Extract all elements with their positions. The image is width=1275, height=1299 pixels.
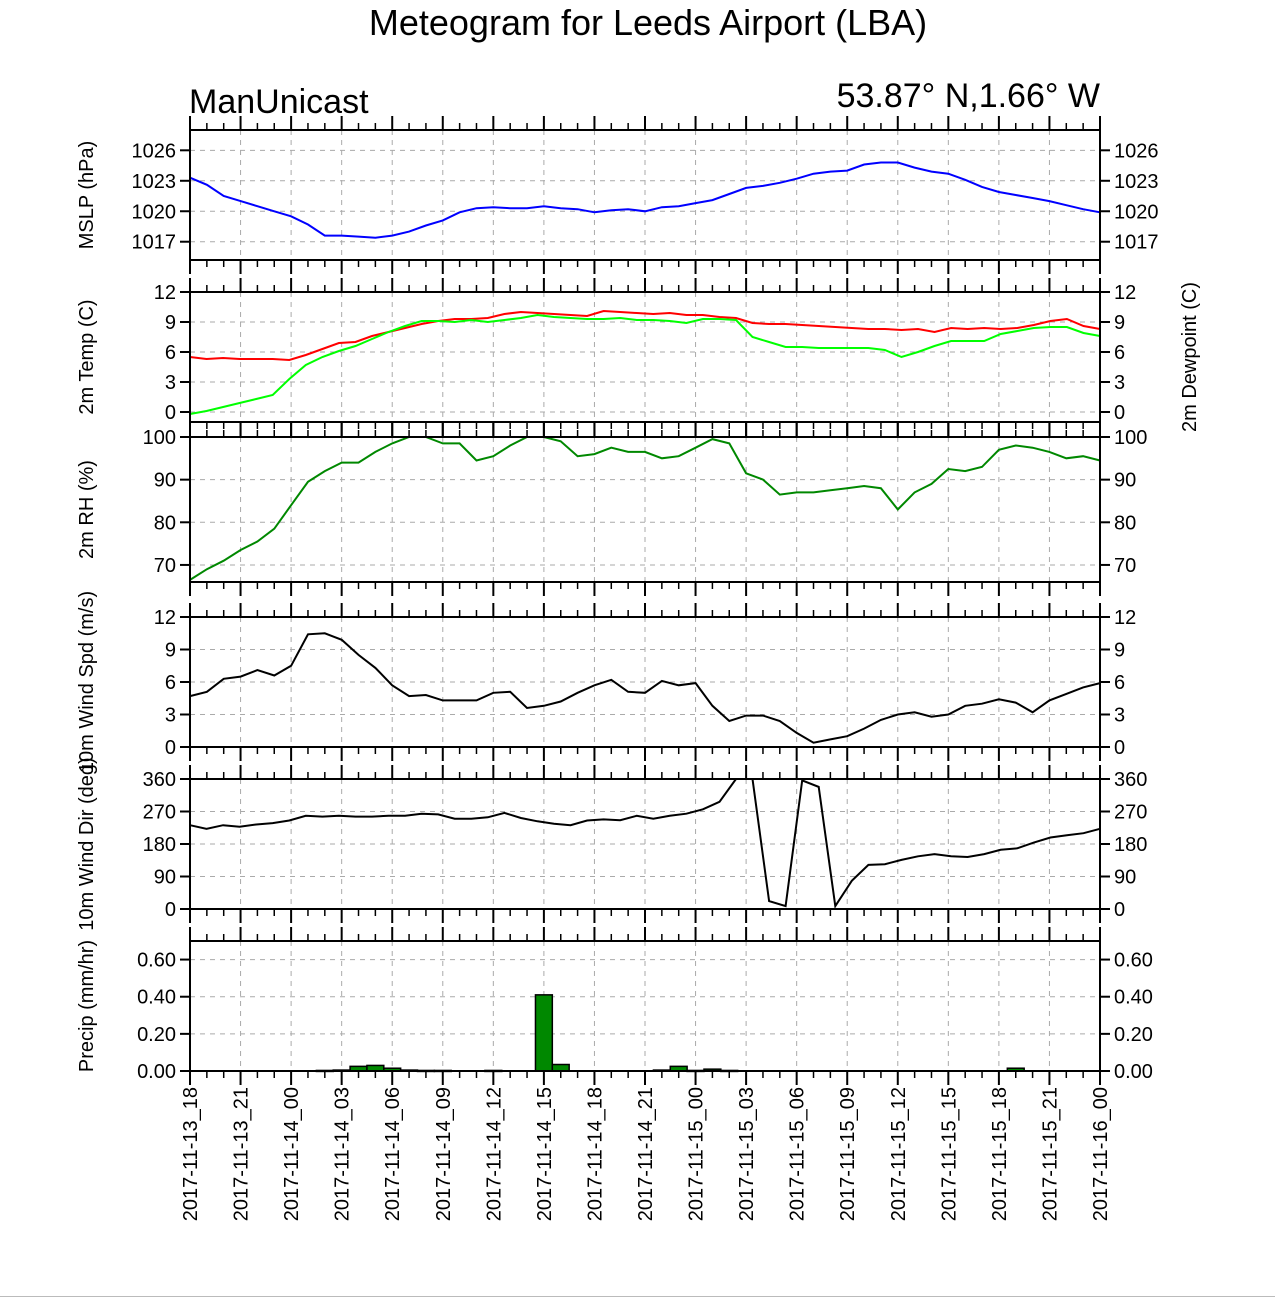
x-tick-label: 2017-11-14_12 xyxy=(483,1087,505,1221)
y-tick-label: 80 xyxy=(154,512,176,534)
y-tick-label: 0 xyxy=(165,899,176,921)
x-tick-label: 2017-11-16_00 xyxy=(1090,1087,1112,1221)
y-tick-label: 0 xyxy=(1114,737,1125,759)
y-tick-label: 270 xyxy=(143,802,176,824)
y-tick-label: 70 xyxy=(154,555,176,577)
x-tick-label: 2017-11-15_15 xyxy=(938,1087,960,1221)
y-tick-label: 0 xyxy=(165,402,176,424)
panel-1: 1017 1017 1020 1020 1023 1023 1026 1026 MSLP (hP… xyxy=(76,116,1159,274)
bottom-divider xyxy=(0,1296,1275,1297)
x-tick-label: 2017-11-14_03 xyxy=(332,1087,354,1221)
y-tick-label: 12 xyxy=(1114,282,1136,304)
x-tick-label: 2017-11-15_18 xyxy=(989,1087,1011,1221)
y-axis-label-right: 2m Dewpoint (C) xyxy=(1179,282,1201,432)
y-tick-label: 0.00 xyxy=(1114,1061,1153,1083)
y-tick-label: 1026 xyxy=(1114,140,1159,162)
panel-4: 0 0 3 3 6 6 9 9 12 12 10m Wind Spd (m/s) xyxy=(76,591,1136,773)
y-tick-label: 0.20 xyxy=(137,1024,176,1046)
series-line-2 xyxy=(189,313,1101,415)
series-line-1 xyxy=(189,632,1101,744)
y-tick-label: 270 xyxy=(1114,802,1147,824)
x-tick-label: 2017-11-13_18 xyxy=(180,1087,202,1221)
x-tick-label: 2017-11-15_06 xyxy=(787,1087,809,1221)
y-axis-label: Precip (mm/hr) xyxy=(76,940,98,1072)
y-axis-label: 2m RH (%) xyxy=(76,460,98,559)
x-tick-label: 2017-11-14_00 xyxy=(281,1087,303,1221)
y-tick-label: 0.20 xyxy=(1114,1024,1153,1046)
x-tick-label: 2017-11-14_15 xyxy=(534,1087,556,1221)
panel-3: 70 70 80 80 90 90 100 100 2m RH (%) xyxy=(76,423,1147,596)
y-tick-label: 180 xyxy=(1114,834,1147,856)
panel-2: 0 0 3 3 6 6 9 9 12 12 2m Temp (C) 2m Dewpoint (C) xyxy=(76,278,1201,436)
y-tick-label: 90 xyxy=(1114,867,1136,889)
y-axis-label: 10m Wind Dir (deg) xyxy=(76,757,98,930)
panel-6: 0.00 0.00 0.20 0.20 0.40 0.40 0.60 0.60 Precip (… xyxy=(76,927,1153,1085)
y-tick-label: 0 xyxy=(1114,402,1125,424)
x-tick-label: 2017-11-15_09 xyxy=(837,1087,859,1221)
x-tick-label: 2017-11-13_21 xyxy=(231,1087,253,1221)
y-tick-label: 9 xyxy=(1114,312,1125,334)
y-tick-label: 1020 xyxy=(1114,201,1159,223)
y-tick-label: 0.60 xyxy=(137,950,176,972)
y-tick-label: 1017 xyxy=(132,232,177,254)
y-tick-label: 9 xyxy=(165,640,176,662)
y-tick-label: 9 xyxy=(1114,640,1125,662)
y-tick-label: 90 xyxy=(1114,470,1136,492)
x-tick-label: 2017-11-14_06 xyxy=(382,1087,404,1221)
x-tick-label: 2017-11-14_18 xyxy=(584,1087,606,1221)
y-tick-label: 90 xyxy=(154,470,176,492)
y-tick-label: 6 xyxy=(165,342,176,364)
y-tick-label: 6 xyxy=(165,672,176,694)
y-tick-label: 12 xyxy=(154,282,176,304)
x-tick-label: 2017-11-15_21 xyxy=(1039,1087,1061,1221)
y-tick-label: 0 xyxy=(165,737,176,759)
x-tick-label: 2017-11-14_09 xyxy=(433,1087,455,1221)
series-line-1 xyxy=(189,161,1101,239)
y-tick-label: 100 xyxy=(143,427,176,449)
left-subtitle: ManUnicast xyxy=(189,83,369,121)
y-tick-label: 180 xyxy=(143,834,176,856)
series-line-1 xyxy=(189,436,1101,581)
y-tick-label: 12 xyxy=(154,607,176,629)
y-tick-label: 0.40 xyxy=(1114,987,1153,1009)
y-tick-label: 3 xyxy=(1114,705,1125,727)
y-tick-label: 0 xyxy=(1114,899,1125,921)
y-tick-label: 1017 xyxy=(1114,232,1159,254)
x-tick-label: 2017-11-15_03 xyxy=(736,1087,758,1221)
panel-5: 0 0 90 90 180 180 270 270 360 360 10m Wind Dir (de… xyxy=(76,757,1147,930)
x-tick-label: 2017-11-15_00 xyxy=(686,1087,708,1221)
y-tick-label: 360 xyxy=(1114,769,1147,791)
y-tick-label: 0.40 xyxy=(137,987,176,1009)
right-subtitle: 53.87° N,1.66° W xyxy=(837,77,1100,115)
y-tick-label: 1026 xyxy=(132,140,177,162)
y-tick-label: 100 xyxy=(1114,427,1147,449)
y-axis-label: 10m Wind Spd (m/s) xyxy=(76,591,98,773)
series-line-1 xyxy=(189,778,1101,909)
y-tick-label: 1023 xyxy=(1114,171,1159,193)
y-tick-label: 6 xyxy=(1114,342,1125,364)
y-tick-label: 0.00 xyxy=(137,1061,176,1083)
y-tick-label: 1023 xyxy=(132,171,177,193)
y-tick-label: 90 xyxy=(154,867,176,889)
y-tick-label: 3 xyxy=(165,705,176,727)
y-tick-label: 3 xyxy=(1114,372,1125,394)
y-tick-label: 6 xyxy=(1114,672,1125,694)
y-axis-label: 2m Temp (C) xyxy=(76,299,98,414)
y-tick-label: 70 xyxy=(1114,555,1136,577)
y-tick-label: 1020 xyxy=(132,201,177,223)
chart-title: Meteogram for Leeds Airport (LBA) xyxy=(369,2,927,43)
y-tick-label: 12 xyxy=(1114,607,1136,629)
y-tick-label: 3 xyxy=(165,372,176,394)
y-tick-label: 9 xyxy=(165,312,176,334)
series-line-1 xyxy=(189,309,1101,362)
x-tick-label: 2017-11-14_21 xyxy=(635,1087,657,1221)
x-tick-label: 2017-11-15_12 xyxy=(888,1087,910,1221)
y-tick-label: 80 xyxy=(1114,512,1136,534)
y-tick-label: 0.60 xyxy=(1114,950,1153,972)
y-axis-label: MSLP (hPa) xyxy=(76,141,98,250)
precip-bar xyxy=(534,994,554,1072)
y-tick-label: 360 xyxy=(143,769,176,791)
